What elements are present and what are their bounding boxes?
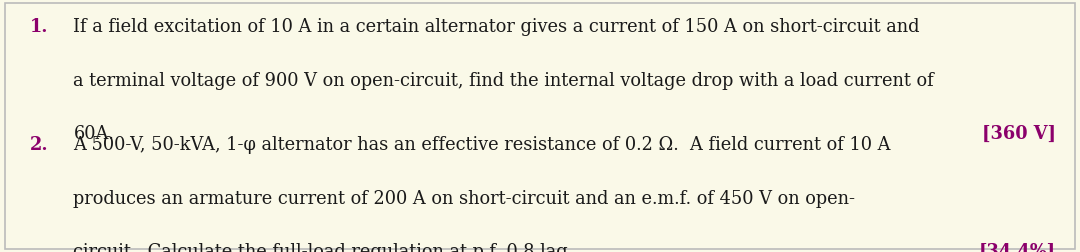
Text: a terminal voltage of 900 V on open-circuit, find the internal voltage drop with: a terminal voltage of 900 V on open-circ… xyxy=(73,72,934,90)
Text: 60A.: 60A. xyxy=(73,125,114,143)
Text: circuit.  Calculate the full-load regulation at p.f. 0.8 lag.: circuit. Calculate the full-load regulat… xyxy=(73,243,573,252)
Text: [360 V]: [360 V] xyxy=(982,125,1056,143)
Text: [34.4%]: [34.4%] xyxy=(980,243,1056,252)
Text: If a field excitation of 10 A in a certain alternator gives a current of 150 A o: If a field excitation of 10 A in a certa… xyxy=(73,18,920,36)
Text: 1.: 1. xyxy=(30,18,49,36)
Text: produces an armature current of 200 A on short-circuit and an e.m.f. of 450 V on: produces an armature current of 200 A on… xyxy=(73,190,855,208)
Text: 2.: 2. xyxy=(30,136,49,154)
Text: A 500-V, 50-kVA, 1-φ alternator has an effective resistance of 0.2 Ω.  A field c: A 500-V, 50-kVA, 1-φ alternator has an e… xyxy=(73,136,891,154)
FancyBboxPatch shape xyxy=(5,3,1075,249)
